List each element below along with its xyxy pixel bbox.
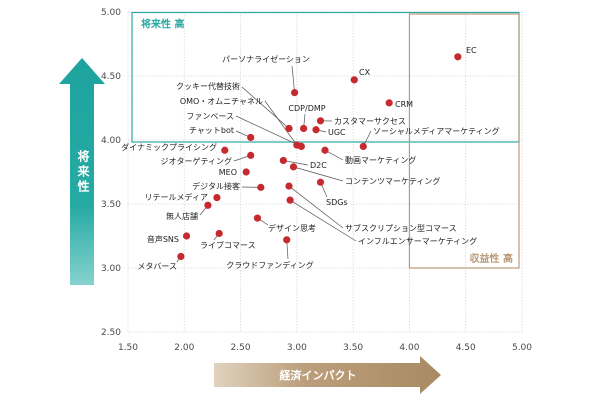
y-tick-label: 3.50 — [101, 200, 121, 210]
data-point — [300, 124, 308, 133]
y-axis-arrow — [59, 58, 105, 285]
y-tick-label: 3.00 — [101, 264, 121, 274]
data-point — [247, 133, 255, 142]
x-tick-label: 2.50 — [231, 343, 251, 353]
grid — [127, 11, 523, 333]
data-point — [286, 196, 294, 204]
data-point-label: クッキー代替技術 — [176, 81, 240, 91]
data-point — [257, 183, 265, 191]
data-point — [213, 194, 221, 202]
data-point-label: ソーシャルメディアマーケティング — [373, 126, 500, 136]
data-point-label: SDGs — [326, 198, 348, 207]
data-point-label: 動画マーケティング — [345, 155, 416, 165]
leader-line — [264, 100, 298, 146]
data-point-label: デジタル接客 — [192, 181, 240, 191]
data-point — [316, 117, 325, 125]
x-tick-label: 3.00 — [287, 343, 307, 353]
data-point — [285, 124, 293, 133]
data-point-label: コンテンツマーケティング — [345, 176, 440, 186]
y-tick-label: 5.00 — [101, 8, 121, 18]
y-axis-label: 将来性 — [76, 150, 90, 195]
x-tick-label: 2.00 — [174, 343, 194, 353]
data-point-label: CRM — [395, 100, 413, 109]
x-tick-label: 4.50 — [456, 343, 476, 353]
data-points — [177, 53, 462, 261]
data-point — [204, 201, 212, 209]
data-point-label: CDP/DMP — [288, 104, 325, 113]
data-point-label: UGC — [328, 128, 346, 137]
data-point — [285, 182, 293, 190]
data-point — [297, 142, 305, 150]
data-point — [291, 89, 299, 97]
leader-line — [293, 166, 344, 182]
data-point — [247, 151, 255, 159]
data-point-label: リテールメディア — [145, 192, 208, 202]
leader-line — [283, 160, 309, 166]
data-point — [359, 142, 367, 150]
data-point — [177, 252, 185, 261]
region-label: 将来性 高 — [141, 18, 184, 31]
data-point-label: インフルエンサーマーケティング — [358, 236, 477, 246]
data-point — [316, 178, 325, 186]
leader-line — [241, 86, 290, 129]
leader-line — [289, 199, 357, 242]
x-tick-label: 5.00 — [512, 343, 532, 353]
data-point-label: D2C — [310, 161, 327, 170]
data-point-label: CX — [359, 68, 371, 77]
data-point — [312, 126, 320, 134]
region-box — [408, 13, 520, 269]
x-tick-label: 1.50 — [118, 343, 138, 353]
data-point — [283, 236, 291, 244]
data-point — [182, 232, 191, 240]
data-point-label: チャットbot — [189, 126, 234, 135]
data-point-label: サブスクリプション型コマース — [345, 223, 457, 233]
data-point-label: ファンベース — [186, 112, 234, 121]
leader-line — [235, 115, 302, 147]
data-point — [321, 146, 329, 154]
region-label: 収益性 高 — [470, 252, 513, 265]
data-point — [242, 168, 250, 176]
data-point-label: 音声SNS — [147, 234, 179, 244]
data-point-label: OMO・オムニチャネル — [180, 97, 263, 106]
data-point-label: EC — [466, 46, 477, 55]
leader-line — [291, 65, 295, 93]
data-point — [454, 53, 462, 61]
data-point-label: ジオターゲティング — [160, 156, 232, 166]
y-tick-label: 4.50 — [101, 72, 121, 82]
x-tick-label: 3.50 — [343, 343, 363, 353]
x-axis-label: 経済インパクト — [280, 368, 357, 382]
data-point-label: ダイナミックプライシング — [121, 142, 217, 152]
x-tick-label: 4.00 — [399, 343, 419, 353]
data-point — [253, 214, 262, 222]
data-point — [289, 163, 298, 171]
data-point-label: ライブコマース — [200, 240, 256, 250]
data-point-label: パーソナライゼーション — [222, 54, 310, 64]
y-tick-label: 2.50 — [101, 328, 121, 338]
data-point-label: カスタマーサクセス — [334, 117, 406, 126]
data-point — [350, 76, 358, 84]
data-point-labels: EC CX パーソナライゼーション CRM クッキー代替技術 CDP/DMP カスタマーサク… — [121, 46, 499, 271]
data-point — [279, 156, 287, 165]
x-axis-arrow — [214, 356, 441, 394]
data-point-label: MEO — [219, 168, 237, 177]
data-point — [385, 99, 393, 107]
data-point-label: 無人店舗 — [166, 211, 198, 221]
data-point-label: メタバース — [137, 262, 177, 271]
data-point — [215, 229, 223, 238]
data-point — [221, 146, 229, 154]
y-tick-label: 4.00 — [101, 136, 121, 146]
region-box — [131, 11, 520, 143]
data-point-label: クラウドファンディング — [226, 260, 313, 270]
tick-labels: 1.50 2.00 2.50 3.00 3.50 4.00 4.50 5.00 2.50 3.00… — [101, 8, 532, 353]
leader-line — [288, 185, 344, 229]
data-point-label: デザイン思考 — [268, 223, 316, 233]
